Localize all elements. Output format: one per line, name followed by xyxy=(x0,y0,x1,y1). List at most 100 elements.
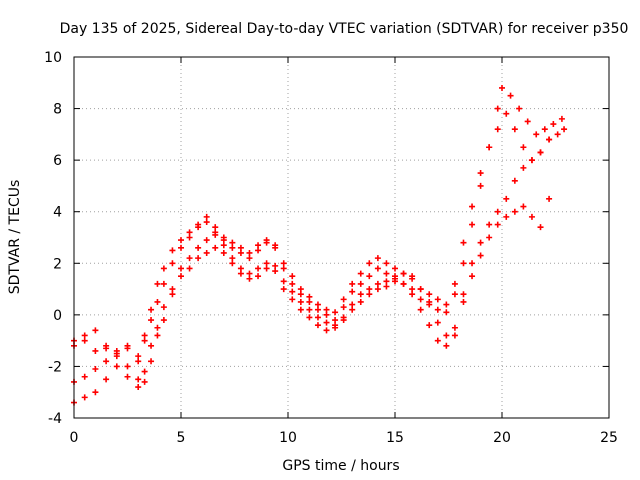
data-point xyxy=(135,358,142,365)
data-point xyxy=(374,255,381,262)
data-point xyxy=(280,278,287,285)
data-point xyxy=(124,342,131,349)
data-point xyxy=(451,324,458,331)
data-point xyxy=(357,280,364,287)
data-point xyxy=(511,126,518,133)
data-point xyxy=(486,221,493,228)
data-point xyxy=(92,366,99,373)
data-point xyxy=(203,249,210,256)
data-point xyxy=(314,314,321,321)
data-point xyxy=(443,309,450,316)
data-point xyxy=(460,260,467,267)
data-point xyxy=(503,110,510,117)
data-point xyxy=(524,118,531,125)
data-point xyxy=(220,249,227,256)
data-point xyxy=(280,260,287,267)
data-point xyxy=(203,213,210,220)
data-point xyxy=(103,345,110,352)
data-point xyxy=(169,291,176,298)
data-point xyxy=(154,280,161,287)
data-point xyxy=(289,296,296,303)
data-point xyxy=(306,293,313,300)
data-point xyxy=(477,170,484,177)
x-tick-label: 0 xyxy=(70,430,79,446)
y-tick-label: 4 xyxy=(53,205,62,221)
data-point xyxy=(255,265,262,272)
data-point xyxy=(124,373,131,380)
data-point xyxy=(357,270,364,277)
data-point xyxy=(494,221,501,228)
data-point xyxy=(113,347,120,354)
data-point xyxy=(237,249,244,256)
data-point xyxy=(203,237,210,244)
data-point xyxy=(332,309,339,316)
data-point xyxy=(533,131,540,138)
data-point xyxy=(349,301,356,308)
data-point xyxy=(195,221,202,228)
data-point xyxy=(374,265,381,272)
data-point xyxy=(255,273,262,280)
data-point xyxy=(306,298,313,305)
data-point xyxy=(486,234,493,241)
data-point xyxy=(81,394,88,401)
data-point xyxy=(306,306,313,313)
data-point xyxy=(511,177,518,184)
data-point xyxy=(124,363,131,370)
data-point xyxy=(374,286,381,293)
data-point xyxy=(297,286,304,293)
data-point xyxy=(469,260,476,267)
data-point xyxy=(246,270,253,277)
data-point xyxy=(148,342,155,349)
data-point xyxy=(451,291,458,298)
data-point xyxy=(546,136,553,143)
data-point xyxy=(212,244,219,251)
data-point xyxy=(520,144,527,151)
data-point xyxy=(178,273,184,280)
data-point xyxy=(541,126,548,133)
data-point xyxy=(537,224,544,231)
data-point xyxy=(460,298,467,305)
data-point xyxy=(148,358,155,365)
data-point xyxy=(186,255,193,262)
x-tick-label: 15 xyxy=(386,430,404,446)
data-point xyxy=(511,208,518,215)
data-point xyxy=(383,278,390,285)
data-point xyxy=(460,291,467,298)
y-tick-label: 10 xyxy=(44,50,62,66)
data-point xyxy=(113,363,120,370)
data-point xyxy=(507,92,514,99)
data-point xyxy=(443,332,450,339)
data-point xyxy=(520,203,527,210)
data-point xyxy=(289,280,296,287)
data-point xyxy=(135,376,142,383)
data-point xyxy=(314,301,321,308)
data-point xyxy=(141,337,148,344)
data-point xyxy=(409,286,416,293)
data-point xyxy=(272,262,279,269)
data-point xyxy=(323,306,330,313)
data-point xyxy=(160,280,167,287)
data-point xyxy=(392,273,398,280)
data-point xyxy=(451,332,458,339)
data-point xyxy=(154,332,161,339)
data-point xyxy=(477,182,484,189)
data-point xyxy=(195,244,202,251)
data-point xyxy=(503,213,510,220)
data-point xyxy=(246,249,253,256)
data-point xyxy=(494,208,501,215)
data-point xyxy=(160,265,167,272)
data-point xyxy=(434,337,441,344)
x-tick-label: 5 xyxy=(177,430,186,446)
data-point xyxy=(160,304,167,311)
data-point xyxy=(366,260,373,267)
data-point xyxy=(357,291,364,298)
data-point xyxy=(103,358,110,365)
data-point xyxy=(280,286,287,293)
y-tick-label: 6 xyxy=(53,153,62,169)
data-point xyxy=(246,275,253,282)
data-point xyxy=(340,317,347,324)
data-point xyxy=(195,255,202,262)
data-point xyxy=(169,247,176,254)
y-tick-label: 0 xyxy=(53,308,62,324)
data-point xyxy=(546,195,553,202)
